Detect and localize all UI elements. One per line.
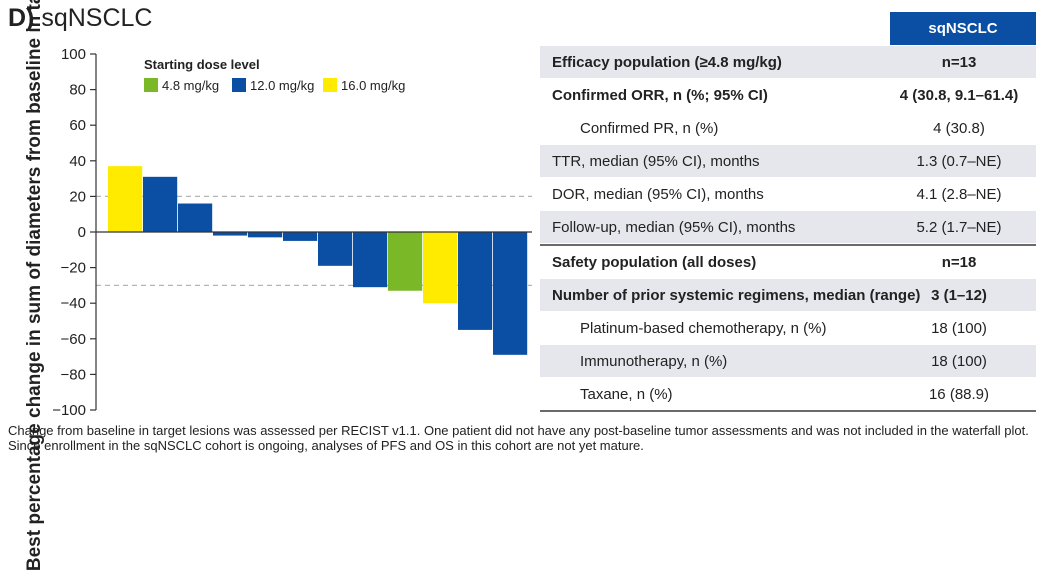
- row-label: Platinum-based chemotherapy, n (%): [580, 319, 827, 337]
- table-row: Taxane, n (%) 16 (88.9): [540, 378, 1036, 412]
- bar: [213, 232, 248, 236]
- y-tick-label: −40: [61, 295, 86, 312]
- row-value: 4 (30.8): [933, 119, 985, 137]
- y-tick-label: 0: [78, 224, 86, 241]
- row-label: TTR, median (95% CI), months: [552, 152, 760, 170]
- bar: [493, 232, 528, 355]
- table-row: Number of prior systemic regimens, media…: [540, 279, 1036, 312]
- row-label: Safety population (all doses): [552, 253, 757, 271]
- table-row: Safety population (all doses) n=18: [540, 244, 1036, 279]
- bar: [458, 232, 493, 330]
- row-value: 16 (88.9): [928, 385, 990, 403]
- bar: [353, 232, 388, 288]
- y-tick-label: −80: [61, 366, 86, 383]
- row-value: n=18: [941, 253, 977, 271]
- y-tick-label: 60: [69, 117, 86, 134]
- legend-swatch: [323, 78, 337, 92]
- row-value: n=13: [941, 53, 977, 71]
- row-label: Immunotherapy, n (%): [580, 352, 728, 370]
- legend-title: Starting dose level: [144, 57, 260, 72]
- row-value: 1.3 (0.7–NE): [916, 152, 1002, 170]
- table-header: sqNSCLC: [890, 12, 1036, 45]
- table-row: Confirmed PR, n (%) 4 (30.8): [540, 112, 1036, 145]
- row-value: 4 (30.8, 9.1–61.4): [899, 86, 1019, 104]
- row-label: Confirmed ORR, n (%; 95% CI): [552, 86, 768, 104]
- legend-label: 4.8 mg/kg: [162, 78, 219, 93]
- bar: [178, 203, 213, 232]
- bar: [423, 232, 458, 304]
- legend-label: 12.0 mg/kg: [250, 78, 314, 93]
- legend-label: 16.0 mg/kg: [341, 78, 405, 93]
- y-tick-label: −60: [61, 331, 86, 348]
- row-value: 18 (100): [931, 352, 987, 370]
- y-tick-label: −100: [52, 402, 86, 419]
- table-row: Platinum-based chemotherapy, n (%) 18 (1…: [540, 312, 1036, 345]
- panel-letter: D): [8, 4, 35, 32]
- table-row: DOR, median (95% CI), months 4.1 (2.8–NE…: [540, 178, 1036, 211]
- bar: [248, 232, 283, 238]
- row-label: Taxane, n (%): [580, 385, 673, 403]
- y-tick-label: 40: [69, 153, 86, 170]
- row-value: 4.1 (2.8–NE): [916, 185, 1002, 203]
- row-label: Number of prior systemic regimens, media…: [552, 286, 921, 304]
- panel-title: D) sqNSCLC: [8, 3, 153, 33]
- row-label: Follow-up, median (95% CI), months: [552, 218, 796, 236]
- row-value: 18 (100): [931, 319, 987, 337]
- row-value: 5.2 (1.7–NE): [916, 218, 1002, 236]
- table-row: TTR, median (95% CI), months 1.3 (0.7–NE…: [540, 145, 1036, 178]
- bar: [318, 232, 353, 266]
- bar: [283, 232, 318, 241]
- panel-title-text: sqNSCLC: [41, 4, 153, 32]
- table-row: Confirmed ORR, n (%; 95% CI) 4 (30.8, 9.…: [540, 79, 1036, 112]
- row-label: Confirmed PR, n (%): [580, 119, 719, 137]
- row-label: Efficacy population (≥4.8 mg/kg): [552, 53, 782, 71]
- table-row: Immunotherapy, n (%) 18 (100): [540, 345, 1036, 378]
- y-tick-label: 80: [69, 82, 86, 99]
- bar: [388, 232, 423, 291]
- y-tick-label: −20: [61, 260, 86, 277]
- footnote: Change from baseline in target lesions w…: [8, 423, 1029, 453]
- row-label: DOR, median (95% CI), months: [552, 185, 764, 203]
- row-value: 3 (1–12): [931, 286, 987, 304]
- y-tick-label: 20: [69, 188, 86, 205]
- table-row: Follow-up, median (95% CI), months 5.2 (…: [540, 211, 1036, 244]
- bar: [108, 166, 143, 232]
- y-tick-label: 100: [61, 46, 86, 63]
- legend-swatch: [232, 78, 246, 92]
- waterfall-chart: 100 80 60 40 20 0 −20 −40 −60 −80 −100 Starting dos…: [52, 46, 532, 419]
- legend-swatch: [144, 78, 158, 92]
- table-row: Efficacy population (≥4.8 mg/kg) n=13: [540, 46, 1036, 79]
- summary-table: Efficacy population (≥4.8 mg/kg) n=13 Co…: [540, 46, 1036, 412]
- bar: [143, 176, 178, 232]
